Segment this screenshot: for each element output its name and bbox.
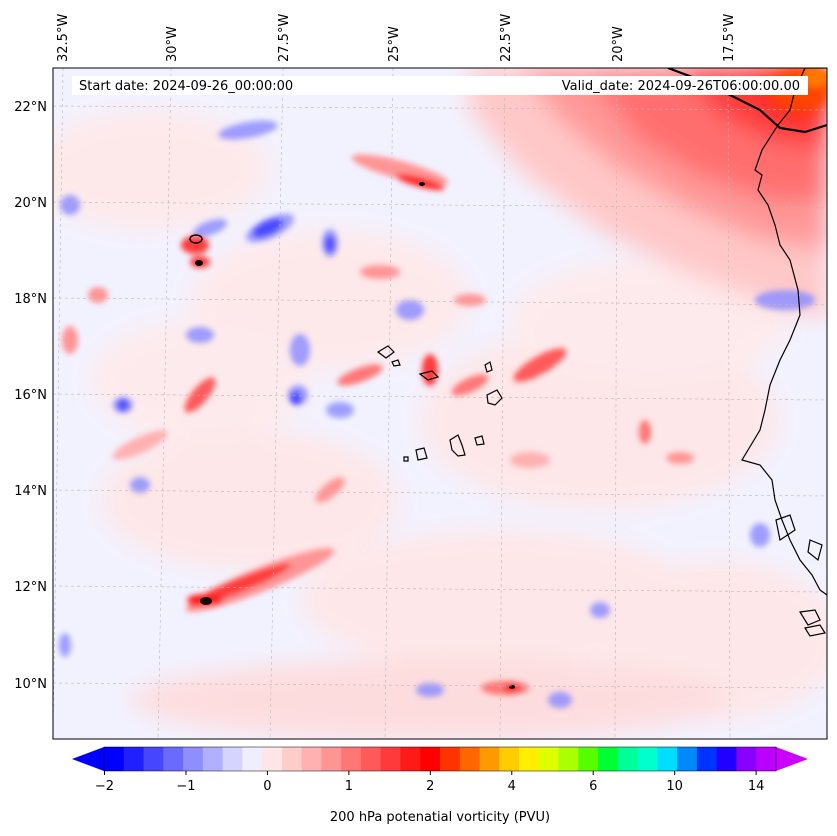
colorbar-cell — [696, 747, 718, 771]
colorbar-cell — [736, 747, 757, 771]
lon-label: 22.5°W — [499, 14, 514, 62]
colorbar-cell — [637, 747, 658, 771]
lon-label: 32.5°W — [56, 14, 71, 62]
colorbar-cell — [301, 747, 322, 771]
lon-label: 25°W — [387, 26, 402, 62]
colorbar-cell — [677, 747, 698, 771]
colorbar-tick-label: 4 — [508, 779, 516, 794]
colorbar-cell — [617, 747, 639, 771]
lon-label: 20°W — [611, 26, 626, 62]
colorbar-cell — [163, 747, 184, 771]
start-date: Start date: 2024-09-26_00:00:00 — [79, 79, 293, 94]
lat-labels: 22°N 20°N 18°N 16°N 14°N 12°N 10°N — [14, 100, 47, 692]
colorbar-cell — [360, 747, 382, 771]
colorbar-tick-label: −1 — [176, 779, 195, 794]
colorbar-cell — [321, 747, 342, 771]
colorbar-cell — [341, 747, 362, 771]
colorbar-cell — [519, 747, 540, 771]
colorbar-cell — [242, 747, 263, 771]
colorbar-cell — [202, 747, 224, 771]
colorbar-tick-label: 1 — [345, 779, 353, 794]
pv-field — [53, 68, 827, 739]
lon-label: 30°W — [165, 26, 180, 62]
colorbar-cell — [262, 747, 283, 771]
colorbar-cell — [578, 747, 599, 771]
colorbar-cell — [598, 747, 619, 771]
colorbar-cell — [499, 747, 520, 771]
lat-label: 12°N — [14, 580, 47, 595]
colorbar-cell — [183, 747, 204, 771]
colorbar-title: 200 hPa potenatial vorticity (PVU) — [330, 810, 550, 825]
map-frame — [52, 67, 828, 740]
colorbar-cell — [222, 747, 243, 771]
colorbar-cell — [420, 747, 441, 771]
colorbar-cell — [716, 747, 737, 771]
colorbar-cell — [143, 747, 164, 771]
colorbar-tick-label: 0 — [263, 779, 271, 794]
lon-label: 27.5°W — [277, 14, 292, 62]
colorbar-tick-label: 10 — [666, 779, 683, 794]
colorbar-cell — [558, 747, 579, 771]
colorbar-cell — [459, 747, 481, 771]
lat-label: 22°N — [14, 100, 47, 115]
colorbar-tick-label: 14 — [748, 779, 765, 794]
colorbar-cell — [123, 747, 145, 771]
lat-label: 14°N — [14, 484, 47, 499]
lat-label: 10°N — [14, 677, 47, 692]
colorbar: −2 −1 0 1 2 4 6 10 14 200 hPa potenatial vortici… — [72, 746, 808, 825]
colorbar-cell — [104, 747, 125, 771]
lat-label: 16°N — [14, 388, 47, 403]
colorbar-cell — [657, 747, 678, 771]
colorbar-cell — [281, 747, 303, 771]
colorbar-tick-label: 2 — [426, 779, 434, 794]
colorbar-cell — [380, 747, 401, 771]
lon-label: 17.5°W — [722, 14, 737, 62]
colorbar-cell — [756, 747, 777, 771]
lat-label: 20°N — [14, 196, 47, 211]
graticule — [53, 68, 827, 739]
lat-label: 18°N — [14, 292, 47, 307]
colorbar-tick-label: −2 — [95, 779, 114, 794]
colorbar-cell — [479, 747, 500, 771]
coastline — [376, 68, 827, 637]
colorbar-cell — [400, 747, 421, 771]
valid-date: Valid_date: 2024-09-26T06:00:00.00 — [562, 79, 800, 94]
lon-labels: 32.5°W 30°W 27.5°W 25°W 22.5°W 20°W 17.5… — [56, 14, 737, 62]
colorbar-extend-min — [72, 747, 104, 771]
colorbar-extend-max — [776, 747, 808, 771]
info-box — [72, 76, 808, 95]
colorbar-cell — [440, 747, 461, 771]
colorbar-tick-label: 6 — [589, 779, 597, 794]
colorbar-cell — [538, 747, 560, 771]
